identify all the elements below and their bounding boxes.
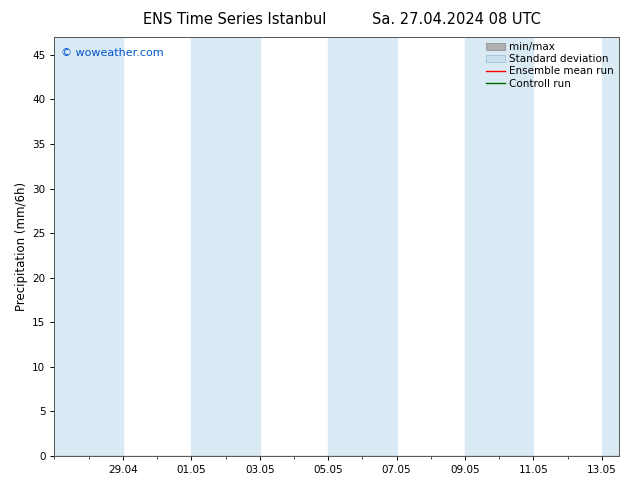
Bar — [602, 37, 619, 456]
Text: Sa. 27.04.2024 08 UTC: Sa. 27.04.2024 08 UTC — [372, 12, 541, 27]
Text: ENS Time Series Istanbul: ENS Time Series Istanbul — [143, 12, 327, 27]
Text: © woweather.com: © woweather.com — [61, 48, 164, 57]
Bar — [328, 37, 397, 456]
Bar — [55, 37, 123, 456]
Y-axis label: Precipitation (mm/6h): Precipitation (mm/6h) — [15, 182, 28, 311]
Bar — [465, 37, 533, 456]
Bar — [191, 37, 260, 456]
Legend: min/max, Standard deviation, Ensemble mean run, Controll run: min/max, Standard deviation, Ensemble me… — [484, 40, 616, 91]
